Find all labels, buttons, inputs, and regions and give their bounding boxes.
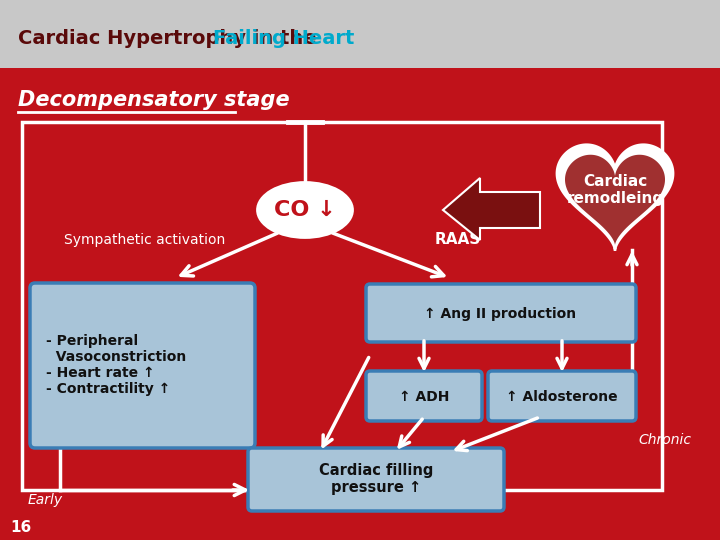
- FancyBboxPatch shape: [488, 371, 636, 421]
- Text: - Peripheral
  Vasoconstriction
- Heart rate ↑
- Contractility ↑: - Peripheral Vasoconstriction - Heart ra…: [46, 334, 186, 396]
- Text: 16: 16: [10, 521, 31, 536]
- Text: Sympathetic activation: Sympathetic activation: [64, 233, 225, 247]
- Text: Failing Heart: Failing Heart: [213, 29, 354, 48]
- Text: ↑ Ang II production: ↑ Ang II production: [424, 307, 576, 321]
- FancyBboxPatch shape: [366, 371, 482, 421]
- Text: ↑ ADH: ↑ ADH: [399, 390, 449, 404]
- Text: RAAS: RAAS: [435, 233, 481, 247]
- Polygon shape: [443, 178, 540, 240]
- Text: Cardiac Hypertrophy in the: Cardiac Hypertrophy in the: [18, 29, 323, 48]
- Text: Cardiac
remodleing: Cardiac remodleing: [567, 174, 664, 206]
- FancyBboxPatch shape: [0, 0, 720, 68]
- Text: ↑ Aldosterone: ↑ Aldosterone: [506, 390, 618, 404]
- Ellipse shape: [258, 183, 353, 238]
- Text: Chronic: Chronic: [638, 433, 691, 447]
- Polygon shape: [557, 145, 673, 249]
- FancyBboxPatch shape: [30, 283, 255, 448]
- Text: Early: Early: [28, 493, 63, 507]
- Text: CO ↓: CO ↓: [274, 200, 336, 220]
- Text: Decompensatory stage: Decompensatory stage: [18, 90, 289, 110]
- FancyBboxPatch shape: [0, 68, 720, 540]
- FancyBboxPatch shape: [248, 448, 504, 511]
- Text: Cardiac filling
pressure ↑: Cardiac filling pressure ↑: [319, 463, 433, 495]
- FancyBboxPatch shape: [366, 284, 636, 342]
- Polygon shape: [565, 155, 665, 245]
